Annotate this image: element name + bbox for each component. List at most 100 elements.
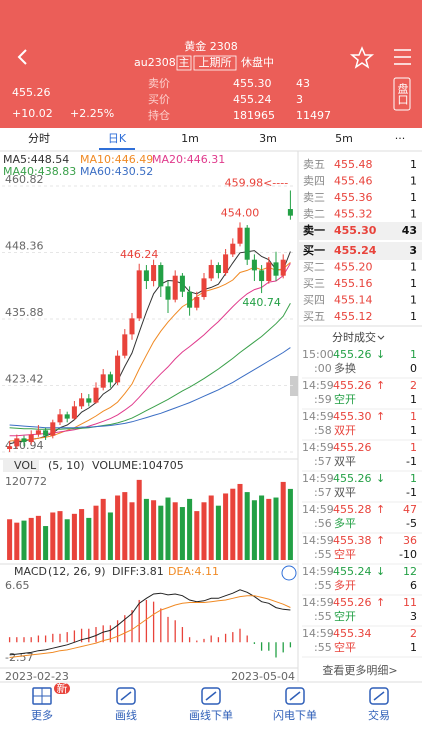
volume-bar [129,502,135,560]
trade-price: 455.26 [333,596,372,609]
trade-change: 6 [410,579,417,592]
volume-bar [172,502,178,560]
trade-price: 455.28 [333,503,372,516]
quote-volume: 11497 [296,109,331,122]
badge-bg [54,683,70,694]
book-price: 455.14 [334,294,373,307]
nav-label[interactable]: 更多 [31,708,53,722]
y-tick-label: 435.88 [5,306,44,319]
candle-body [187,291,193,308]
favorite-icon[interactable] [349,46,375,69]
volume-bar [79,509,85,560]
best-row-bg [299,222,422,240]
menu-icon[interactable] [394,49,411,65]
volume-bar [287,488,293,560]
header-bg [0,0,422,128]
candle-body [244,227,250,260]
tab[interactable]: 3m [259,132,277,145]
date-label: 2023-02-23 [5,670,69,683]
candle-body [251,259,257,271]
trade-change: -10 [399,548,417,561]
candle-body [86,398,92,403]
expand-icon[interactable] [281,565,297,581]
nav-label[interactable]: 画线 [115,708,137,722]
best-row-bg [299,242,422,260]
tab[interactable]: 1m [181,132,199,145]
quote-label: 持仓 [148,108,170,122]
candle-body [7,446,13,450]
trade-seconds: :55 [314,641,332,654]
trade-seconds: :55 [314,579,332,592]
volume-bar [35,515,41,560]
trade-volume: 11 [403,596,417,609]
candle-body [79,398,85,407]
volume-bar [143,498,149,560]
trade-kind: 空平 [334,640,356,654]
y-tick-label: 423.42 [5,372,44,385]
volume-bar [115,495,121,560]
trade-direction: ↓ [376,565,385,578]
tab[interactable]: ··· [395,132,406,145]
book-volume: 3 [409,244,417,257]
nav-icon[interactable] [201,687,221,705]
y-tick-label: 460.82 [5,173,44,186]
nav-icon[interactable] [285,687,305,705]
book-volume: 1 [410,158,417,171]
trade-seconds: :00 [314,362,332,375]
candle-body [172,275,178,300]
trade-seconds: :59 [314,393,332,406]
nav-icon[interactable] [116,687,136,705]
annotation: 440.74 [242,296,281,309]
trade-volume: 36 [403,534,417,547]
depth-button-label[interactable]: 盘口 [396,82,409,105]
tab[interactable]: 分时 [28,132,50,145]
dropdown-icon[interactable] [377,335,385,340]
depth-button[interactable] [393,77,411,111]
nav-icon[interactable] [369,687,389,705]
tab-bar [0,128,422,150]
trade-time: 14:59 [302,379,334,392]
back-button[interactable] [17,49,27,65]
candle-body [107,374,113,383]
ma-legend: MA10:446.49 [80,153,153,166]
trade-volume: 12 [403,565,417,578]
candle-body [208,265,214,279]
book-label: 卖二 [303,208,325,221]
book-volume: 1 [410,261,417,274]
volume-text: VOLUME:104705 [92,459,184,472]
book-label: 买五 [303,310,325,323]
change: +10.02 [12,107,53,120]
status: 休盘中 [241,55,274,69]
trade-direction: ↓ [376,348,385,361]
tab[interactable]: 5m [335,132,353,145]
trade-volume: 47 [403,503,417,516]
trade-seconds: :55 [314,548,332,561]
volume-bar [230,488,236,560]
y-tick-label: 120772 [5,475,47,488]
ma-legend: MA20:446.31 [152,153,225,166]
more-link[interactable]: 查看更多明细> [322,663,397,677]
panel-toggle[interactable] [290,376,298,396]
nav-label[interactable]: 闪电下单 [273,708,317,722]
book-label: 买二 [303,261,325,274]
nav-icon [205,691,217,701]
candle-body [158,265,164,287]
volume-bar [151,500,157,560]
book-volume: 1 [410,191,417,204]
nav-label[interactable]: 画线下单 [189,708,233,722]
volume-bar [273,497,279,560]
trade-change: 1 [410,393,417,406]
book-label: 买四 [303,294,325,307]
change-pct: +2.25% [70,107,114,120]
nav-label[interactable]: 交易 [368,708,390,722]
volume-bar [64,519,70,560]
trade-time: 14:59 [302,534,334,547]
candle-body [179,275,185,292]
macd-dea: DEA:4.11 [168,565,219,578]
candle-body [223,254,229,274]
book-price: 455.36 [334,191,373,204]
title: 黄金 2308 [184,39,238,53]
volume-bar [21,520,27,560]
tab[interactable]: 日K [108,132,127,145]
